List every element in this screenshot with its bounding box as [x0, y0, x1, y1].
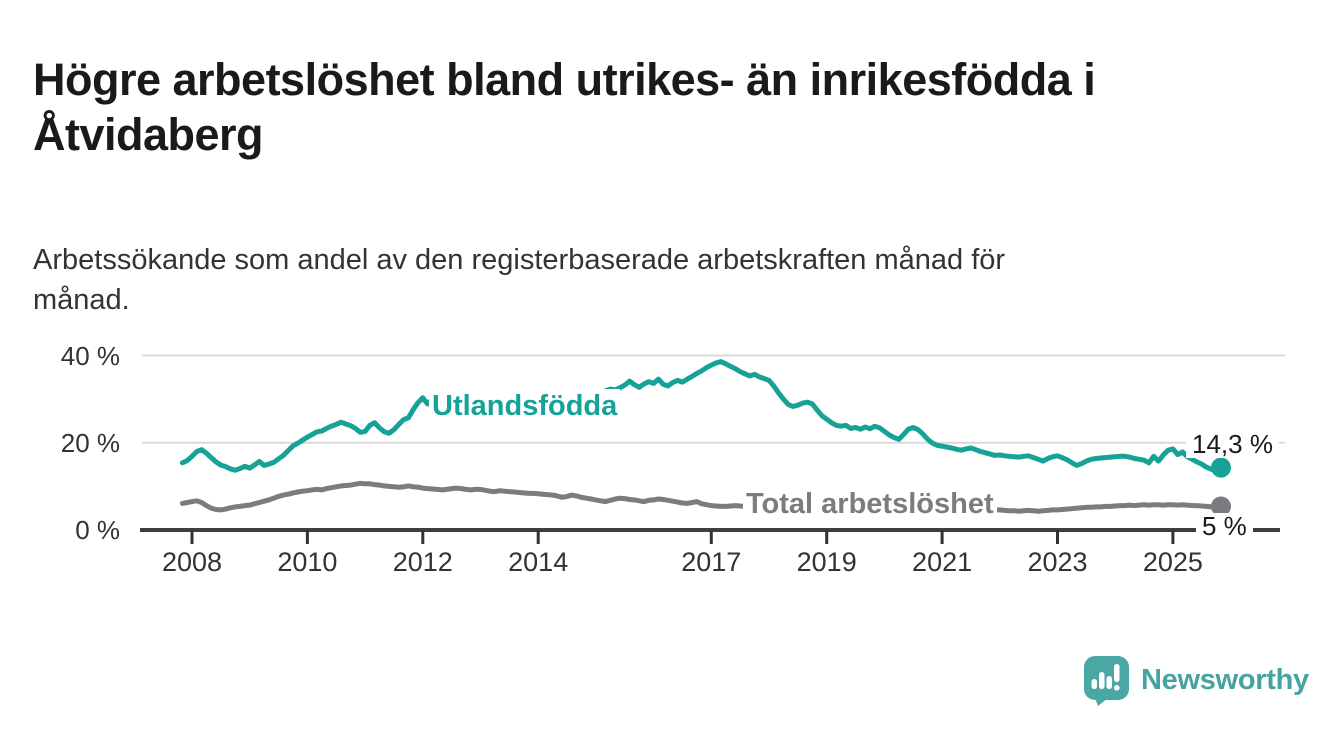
utlandsfodda-end-dot — [1210, 457, 1231, 478]
page-subtitle-line-2: månad. — [33, 284, 130, 316]
total-end-dot — [1210, 496, 1231, 517]
utlandsfodda-line — [179, 359, 1224, 473]
page-subtitle-line-1: Arbetssökande som andel av den registerb… — [33, 244, 1006, 276]
page-title: Högre arbetslöshet bland utrikes- än inr… — [33, 52, 1223, 162]
y-tick-label-40: 40 % — [60, 340, 120, 371]
x-tick-label-2021: 2021 — [912, 547, 973, 577]
newsworthy-logo-mark — [1084, 656, 1129, 706]
page-title-line-1: Högre arbetslöshet bland utrikes- än inr… — [33, 54, 1096, 106]
x-tick-label-2008: 2008 — [161, 547, 223, 577]
x-tick-label-2014: 2014 — [508, 547, 569, 577]
x-tick-label-2023: 2023 — [1027, 547, 1088, 577]
page-subtitle: Arbetssökande som andel av den registerb… — [33, 240, 1233, 320]
total-line — [179, 480, 1224, 514]
total-end-value-label: 5 % — [1196, 513, 1253, 540]
x-tick-label-2010: 2010 — [277, 547, 338, 577]
x-tick-label-2025: 2025 — [1142, 547, 1203, 577]
x-tick-label-2012: 2012 — [392, 547, 453, 577]
y-tick-label-0: 0 % — [75, 515, 120, 545]
newsworthy-logo-text: Newsworthy — [1141, 664, 1309, 696]
newsworthy-logo: Newsworthy — [1083, 655, 1309, 706]
y-tick-label-20: 20 % — [60, 427, 120, 458]
utlandsfodda-end-value-label: 14,3 % — [1186, 431, 1279, 458]
total-series-label: Total arbetslöshet — [743, 487, 997, 522]
page-title-line-2: Åtvidaberg — [33, 109, 264, 161]
x-tick-label-2019: 2019 — [796, 547, 857, 577]
utlandsfodda-series-label: Utlandsfödda — [429, 389, 621, 424]
x-tick-label-2017: 2017 — [681, 547, 742, 577]
